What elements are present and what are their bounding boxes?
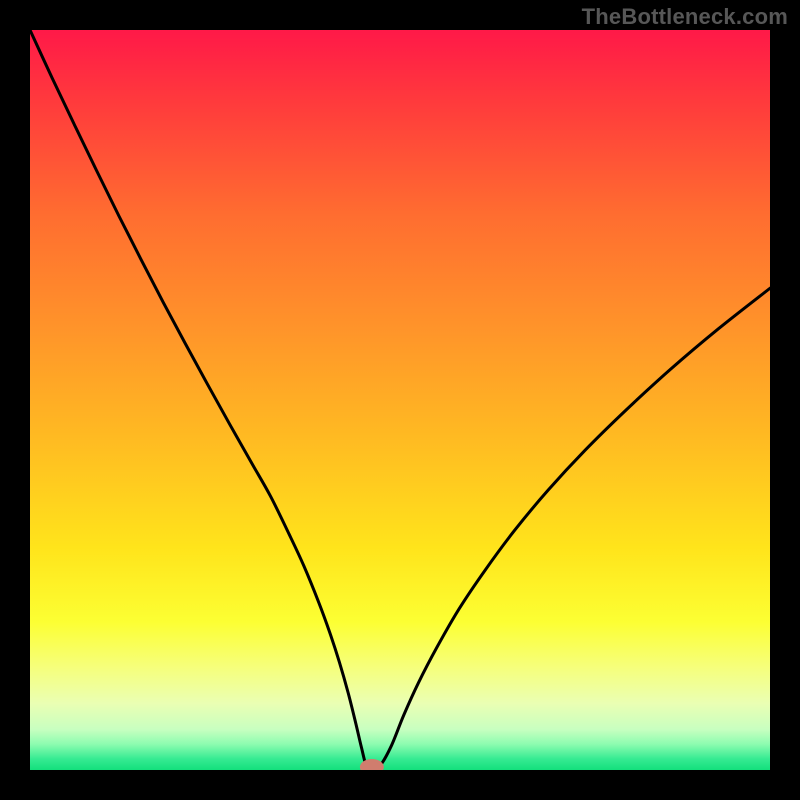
chart-canvas: TheBottleneck.com: [0, 0, 800, 800]
gradient-background: [30, 30, 770, 770]
watermark-text: TheBottleneck.com: [582, 4, 788, 30]
plot-area: [30, 30, 770, 770]
plot-svg: [30, 30, 770, 770]
